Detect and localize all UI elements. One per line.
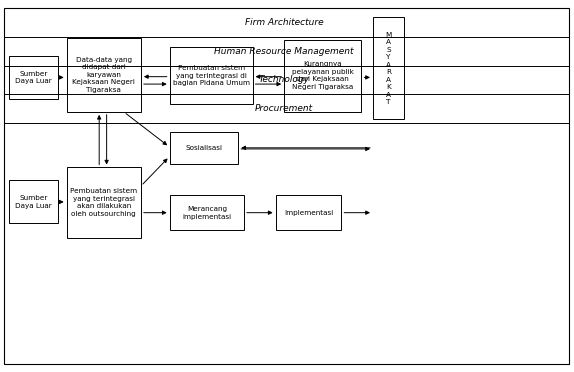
FancyBboxPatch shape [169, 132, 238, 164]
Text: Data-data yang
didapat dari
karyawan
Kejaksaan Negeri
Tigaraksa: Data-data yang didapat dari karyawan Kej… [72, 57, 135, 93]
FancyBboxPatch shape [169, 47, 253, 105]
Text: Pembuatan sistem
yang terintegrasi
akan dilakukan
oleh outsourching: Pembuatan sistem yang terintegrasi akan … [70, 189, 137, 217]
Text: Sumber
Daya Luar: Sumber Daya Luar [15, 71, 52, 84]
Text: Kurangnya
pelayanan publik
dari Kejaksaan
Negeri Tigaraksa: Kurangnya pelayanan publik dari Kejaksaa… [292, 61, 354, 90]
FancyBboxPatch shape [9, 56, 58, 99]
FancyBboxPatch shape [67, 38, 141, 112]
Text: Procurement: Procurement [255, 104, 313, 113]
Text: Firm Architecture: Firm Architecture [245, 18, 324, 27]
FancyBboxPatch shape [373, 17, 405, 119]
Text: Pembuatan sistem
yang terintegrasi di
bagian Pidana Umum: Pembuatan sistem yang terintegrasi di ba… [173, 65, 250, 86]
Text: Implementasi: Implementasi [284, 210, 333, 216]
FancyBboxPatch shape [276, 195, 342, 231]
FancyBboxPatch shape [169, 195, 244, 231]
FancyBboxPatch shape [9, 180, 58, 223]
FancyBboxPatch shape [3, 8, 569, 364]
Text: Human Resource Management: Human Resource Management [214, 47, 354, 56]
FancyBboxPatch shape [67, 167, 141, 238]
Text: Sosialisasi: Sosialisasi [185, 145, 223, 151]
Text: Technology: Technology [259, 76, 309, 84]
FancyBboxPatch shape [284, 39, 362, 112]
Text: Merancang
implementasi: Merancang implementasi [183, 206, 231, 219]
Text: M
A
S
Y
A
R
A
K
A
T: M A S Y A R A K A T [386, 32, 392, 105]
Text: Sumber
Daya Luar: Sumber Daya Luar [15, 195, 52, 208]
